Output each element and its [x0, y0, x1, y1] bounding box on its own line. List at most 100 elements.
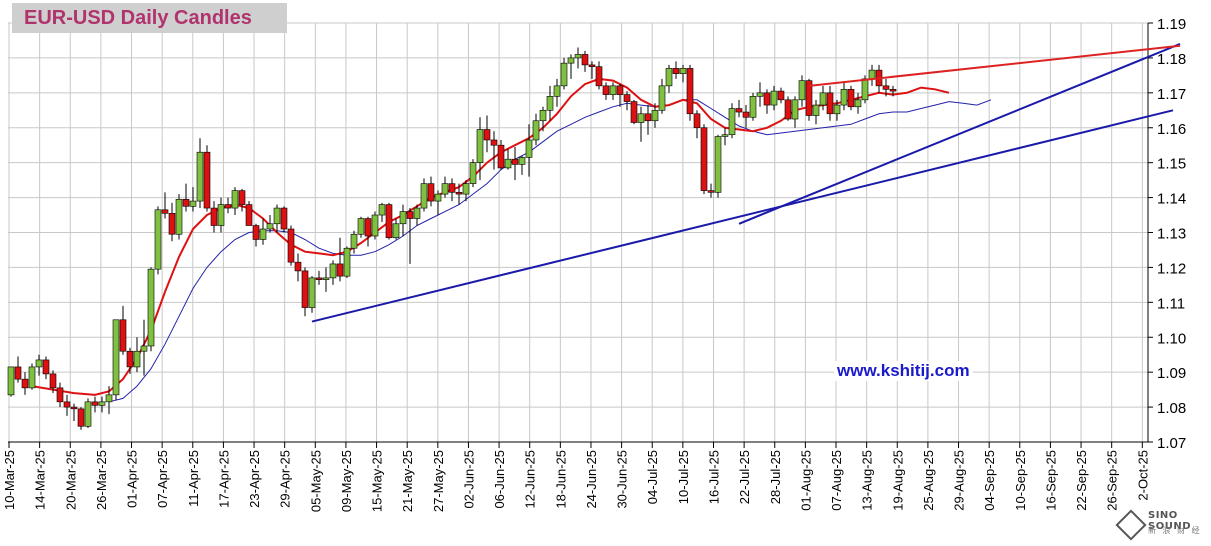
trendlines — [311, 43, 1181, 323]
candle-body — [364, 218, 372, 237]
y-tick-label: 1.17 — [1157, 86, 1186, 103]
candle-body — [497, 144, 505, 169]
candle-body — [861, 78, 869, 101]
candle-body — [371, 214, 379, 237]
x-tick-label: 23-Apr-25 — [247, 450, 262, 508]
x-tick-label: 02-Jun-25 — [461, 450, 476, 509]
candle-body — [133, 350, 141, 368]
candle-body — [98, 401, 106, 406]
candle-body — [798, 80, 806, 101]
candle-body — [399, 211, 407, 225]
x-axis: 10-Mar-25 14-Mar-25 20-Mar-25 26-Mar-25 01-A… — [2, 441, 1150, 512]
sino-sound-logo: SINO SOUND 新 浪 财 经 — [1115, 508, 1210, 542]
candle-body — [735, 108, 743, 113]
candle-body — [616, 85, 624, 95]
candle-body — [259, 228, 267, 240]
candle-body — [651, 109, 659, 122]
x-tick-label: 12-Jun-25 — [523, 450, 538, 509]
candle-body — [784, 99, 792, 120]
y-tick-label: 1.16 — [1157, 121, 1186, 138]
x-tick-label: 17-Apr-25 — [216, 450, 231, 508]
x-tick-label: 06-Jun-25 — [492, 450, 507, 509]
x-tick-label: 14-Mar-25 — [33, 450, 48, 510]
candle-body — [56, 387, 64, 403]
candle-body — [637, 113, 645, 123]
candle-body — [301, 270, 309, 308]
candle-body — [623, 94, 631, 102]
candle-body — [539, 109, 547, 122]
candle-body — [294, 261, 302, 272]
x-tick-label: 29-Aug-25 — [952, 450, 967, 511]
x-tick-label: 20-Mar-25 — [63, 450, 78, 510]
x-tick-label: 26-Mar-25 — [94, 450, 109, 510]
x-tick-label: 26-Sep-25 — [1105, 450, 1120, 511]
x-tick-label: 24-Jun-25 — [584, 450, 599, 509]
x-tick-label: 11-Apr-25 — [186, 450, 201, 507]
x-tick-label: 04-Jul-25 — [645, 450, 660, 504]
candle-body — [854, 99, 862, 108]
x-tick-label: 2-Oct-25 — [1135, 450, 1150, 501]
candle-body — [322, 277, 330, 280]
candle-body — [749, 96, 757, 118]
x-tick-label: 09-May-25 — [339, 450, 354, 512]
candle-body — [441, 183, 449, 195]
candle-body — [238, 190, 246, 205]
x-tick-label: 10-Jul-25 — [676, 450, 691, 504]
logo-diamond-icon — [1115, 509, 1147, 541]
x-tick-label: 22-Sep-25 — [1074, 450, 1089, 511]
candle-body — [483, 129, 491, 141]
candle-body — [77, 408, 85, 427]
y-tick-label: 1.09 — [1157, 365, 1186, 382]
y-tick-label: 1.07 — [1157, 435, 1186, 452]
candle-body — [770, 90, 778, 106]
x-tick-label: 01-Apr-25 — [125, 450, 140, 508]
candle-body — [112, 319, 120, 396]
x-tick-label: 07-Apr-25 — [155, 450, 170, 508]
candle-body — [595, 66, 603, 87]
candle-body — [14, 366, 22, 380]
candle-body — [210, 207, 218, 226]
candle-body — [343, 247, 351, 277]
candle-body — [105, 394, 113, 403]
x-tick-label: 27-May-25 — [431, 450, 446, 512]
y-tick-label: 1.14 — [1157, 191, 1186, 208]
candle-body — [63, 401, 71, 408]
logo-subtext: 新 浪 财 经 — [1148, 526, 1202, 535]
candle-body — [329, 263, 337, 279]
candle-body — [413, 207, 421, 219]
ma-fast-line — [31, 77, 950, 396]
candle-body — [84, 401, 92, 427]
y-tick-label: 1.19 — [1157, 16, 1186, 33]
trendline — [311, 109, 1174, 323]
candle-body — [889, 89, 897, 92]
y-tick-label: 1.13 — [1157, 226, 1186, 243]
x-tick-label: 25-Aug-25 — [921, 450, 936, 511]
x-tick-label: 29-Apr-25 — [278, 450, 293, 508]
candle-body — [315, 277, 323, 280]
candle-body — [392, 223, 400, 239]
candle-body — [28, 366, 36, 389]
watermark-link[interactable]: www.kshitij.com — [834, 361, 973, 381]
x-tick-label: 07-Aug-25 — [829, 450, 844, 511]
candle-body — [679, 68, 687, 74]
candle-body — [707, 190, 715, 193]
x-tick-label: 10-Mar-25 — [2, 450, 17, 510]
x-tick-label: 16-Jul-25 — [706, 450, 721, 504]
candle-body — [308, 277, 316, 308]
candles — [7, 47, 897, 430]
candle-body — [462, 183, 470, 195]
candle-body — [560, 62, 568, 87]
candle-body — [273, 207, 281, 225]
candle-body — [336, 263, 344, 277]
x-tick-label: 16-Sep-25 — [1043, 450, 1058, 511]
candle-body — [700, 127, 708, 191]
candle-body — [154, 209, 162, 270]
x-tick-label: 04-Sep-25 — [982, 450, 997, 511]
candle-body — [847, 89, 855, 108]
y-tick-label: 1.12 — [1157, 260, 1186, 277]
candle-body — [819, 92, 827, 106]
candle-body — [231, 190, 239, 209]
candle-body — [140, 345, 148, 352]
y-axis: 1.19 1.18 1.17 1.16 1.15 1.14 1.13 1.12 1.11 1.10… — [1147, 16, 1186, 452]
